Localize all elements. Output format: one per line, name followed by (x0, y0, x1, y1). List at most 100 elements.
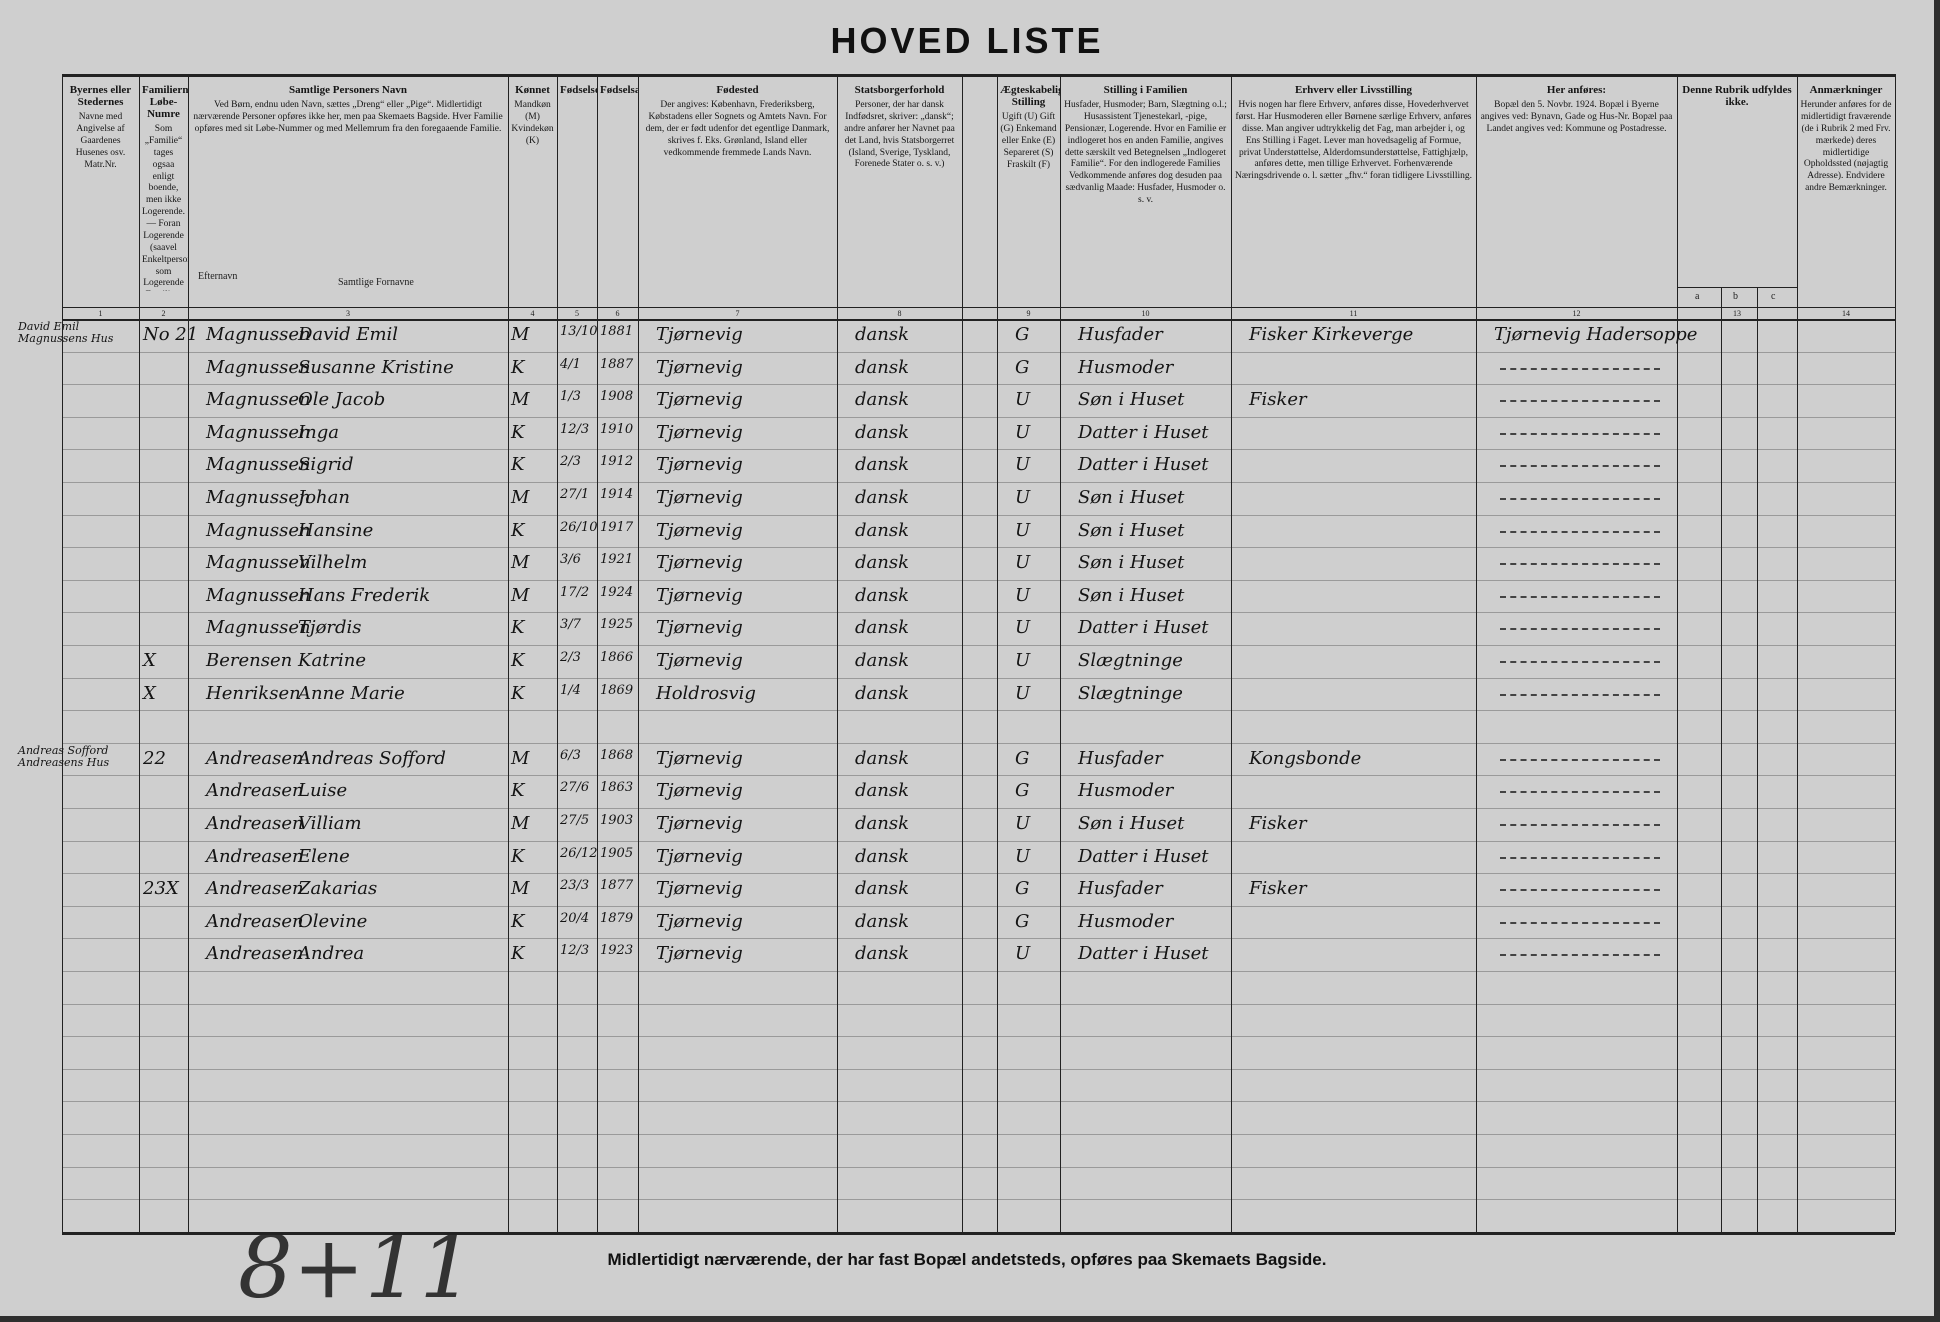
marital: G (1015, 910, 1030, 932)
birth-day: 1/3 (560, 389, 581, 405)
column-title: Samtlige Personers Navn (289, 84, 407, 96)
sex: K (511, 650, 525, 671)
given-names: Vilhelm (298, 552, 368, 574)
row-rule (62, 1199, 1895, 1201)
row-rule (62, 1101, 1895, 1103)
marital: U (1015, 813, 1031, 834)
birthplace: Tjørnevig (656, 454, 743, 476)
birth-year: 1869 (600, 682, 634, 698)
birth-year: 1868 (600, 747, 634, 763)
column-rule (837, 74, 838, 1232)
ditto-dashes (1500, 889, 1660, 892)
row-rule (62, 971, 1895, 972)
sex: M (511, 813, 530, 834)
position: Husfader (1078, 747, 1163, 769)
row-rule (62, 775, 1895, 777)
column-instructions: Der angives: København, Frederiksberg, K… (645, 100, 830, 158)
position: Søn i Huset (1078, 389, 1185, 411)
birthplace: Tjørnevig (656, 421, 743, 443)
sex: M (511, 552, 530, 574)
surname: Magnussen (206, 454, 311, 476)
row-rule (62, 645, 1895, 646)
given-names: Zakarias (298, 878, 378, 900)
column-header: Fødselsdag (557, 78, 597, 291)
ditto-dashes (1500, 824, 1660, 826)
row-rule (62, 514, 1895, 516)
ditto-dashes (1500, 921, 1660, 924)
column-number: 9 (1026, 309, 1031, 318)
citizenship: dansk (855, 552, 909, 574)
birth-year: 1924 (600, 584, 634, 600)
citizenship: dansk (855, 356, 909, 378)
birth-day: 12/3 (560, 421, 590, 437)
row-rule (62, 579, 1895, 581)
column-number: 5 (575, 309, 579, 318)
birthplace: Tjørnevig (656, 584, 743, 606)
ditto-dashes (1500, 856, 1660, 859)
row-rule (62, 1134, 1895, 1135)
marital: U (1015, 552, 1031, 574)
ditto-dashes (1500, 465, 1660, 468)
birth-year: 1879 (600, 910, 634, 926)
column-number: 8 (897, 309, 902, 318)
column-instructions: Mandkøn (M) Kvindekøn (K) (511, 100, 554, 146)
column-title: Anmærkninger (1809, 84, 1883, 96)
column-number: 2 (161, 309, 166, 318)
marital: U (1015, 617, 1031, 639)
position: Husfader (1078, 878, 1163, 900)
column-header: Anmærkninger Herunder anføres for de midl… (1797, 78, 1895, 291)
birth-year: 1877 (600, 878, 634, 894)
column-instructions: Herunder anføres for de midlertidigt fra… (1800, 100, 1892, 194)
citizenship: dansk (855, 421, 909, 443)
birth-day: 2/3 (560, 454, 581, 470)
birth-year: 1905 (600, 845, 634, 861)
birthplace: Tjørnevig (656, 324, 743, 345)
surname: Magnussen (206, 617, 311, 639)
birth-day: 6/3 (560, 747, 581, 763)
row-rule (62, 938, 1895, 940)
ditto-dashes (1500, 563, 1660, 566)
column-title: Ægteskabelig Stilling (1000, 84, 1060, 108)
position: Søn i Huset (1078, 584, 1185, 606)
column-title: Erhverv eller Livsstilling (1294, 84, 1413, 96)
surname: Magnussen (206, 324, 311, 345)
birthplace: Tjørnevig (656, 552, 743, 574)
birth-day: 1/4 (560, 682, 581, 698)
birth-day: 27/6 (560, 780, 590, 796)
birth-day: 3/7 (560, 617, 581, 633)
household-name: David Emil Magnussens Hus (18, 320, 114, 346)
marital: U (1015, 845, 1031, 867)
subcolumn-rule (1757, 287, 1758, 1232)
row-rule (62, 449, 1895, 451)
surname: Magnussen (206, 356, 311, 378)
sex: K (511, 617, 525, 639)
row-rule (62, 905, 1895, 907)
citizenship: dansk (855, 682, 909, 704)
sex: M (511, 324, 530, 345)
column-title: Byernes eller Stedernes (69, 84, 132, 108)
occupation: Fisker (1249, 389, 1307, 411)
position: Slægtninge (1078, 682, 1183, 704)
sex: K (511, 910, 525, 932)
birth-day: 12/3 (560, 943, 590, 959)
given-names: Olevine (298, 910, 368, 932)
given-names: Johan (298, 487, 350, 508)
birthplace: Tjørnevig (656, 389, 743, 411)
given-names: Ole Jacob (298, 389, 386, 411)
column-number: 3 (346, 309, 350, 318)
column-rule (1895, 74, 1896, 1232)
row-rule (62, 612, 1895, 614)
sub-label: c (1771, 291, 1776, 302)
surname: Andreasen (206, 813, 304, 834)
ditto-dashes (1500, 661, 1660, 663)
column-rule (638, 74, 639, 1232)
column-header: Byernes eller Stedernes Navne med Angivel… (62, 78, 139, 291)
row-rule (62, 677, 1895, 679)
column-number: 12 (1572, 309, 1581, 318)
occupation: Kongsbonde (1249, 747, 1362, 769)
column-number: 14 (1842, 309, 1850, 318)
column-rule (1797, 74, 1798, 1232)
citizenship: dansk (855, 454, 909, 476)
column-instructions: Ugift (U) Gift (G) Enkemand eller Enke (… (1000, 112, 1057, 170)
given-names: Tjørdis (298, 617, 362, 639)
